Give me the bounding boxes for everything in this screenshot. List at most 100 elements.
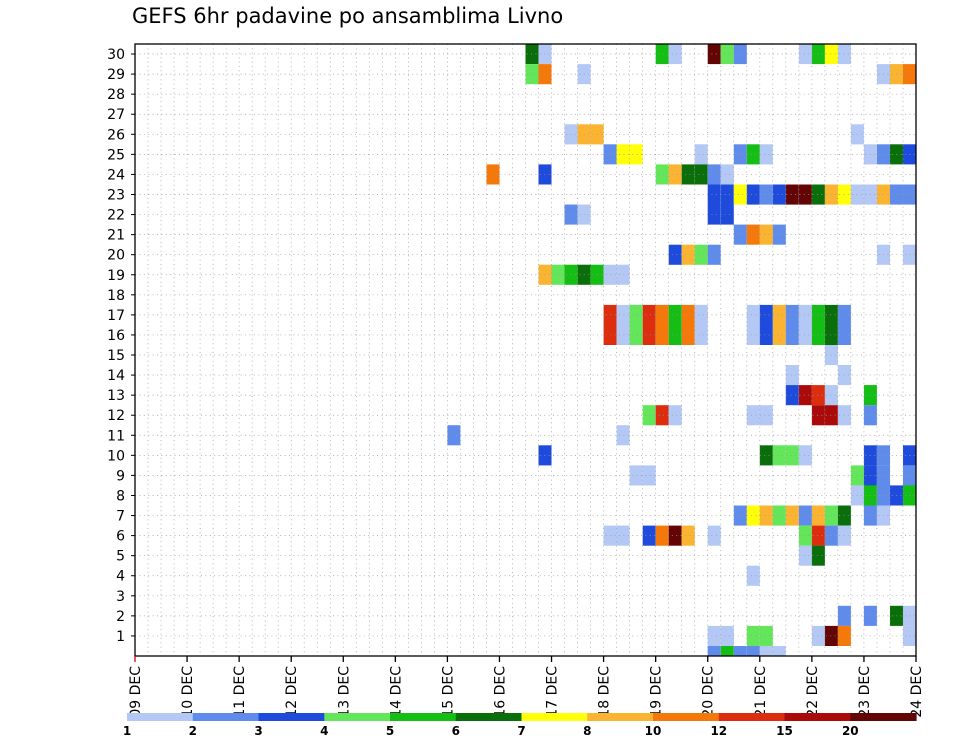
legend-swatch: [324, 713, 391, 721]
y-tick-label: 20: [107, 248, 125, 264]
y-tick-label: 3: [116, 589, 125, 605]
legend-swatch: [653, 713, 720, 721]
x-tick-label: 24 DEC: [909, 666, 925, 718]
x-tick-label: 19 DEC: [649, 666, 665, 718]
heatmap-cell: [733, 184, 747, 205]
heatmap-cell: [655, 44, 669, 65]
x-tick-label: 15 DEC: [440, 666, 456, 718]
y-tick-label: 28: [107, 87, 125, 103]
heatmap-cell: [642, 304, 656, 325]
legend-label: 6: [452, 724, 460, 738]
heatmap-cell: [824, 385, 838, 406]
heatmap-cell: [759, 505, 773, 526]
x-tick-label: 13 DEC: [336, 666, 352, 718]
legend-label: 20: [842, 724, 859, 738]
legend-swatch: [455, 713, 523, 721]
heatmap-cell: [733, 144, 747, 165]
x-tick-label: 23 DEC: [857, 666, 873, 718]
y-tick-label: 10: [107, 448, 125, 464]
heatmap-cell: [694, 164, 708, 185]
heatmap-cell: [642, 324, 656, 345]
x-tick-label: 21 DEC: [753, 666, 769, 718]
heatmap-cell: [772, 324, 786, 345]
heatmap-cell: [811, 184, 825, 205]
heatmap-cell: [759, 405, 773, 426]
heatmap-cell: [681, 324, 695, 345]
grid-layer: [135, 44, 916, 656]
legend-swatch: [192, 713, 260, 721]
y-tick-label: 19: [107, 268, 125, 284]
heatmap-cell: [603, 144, 617, 165]
heatmap-cell: [707, 244, 721, 265]
heatmap-cell: [746, 144, 760, 165]
heatmap-cell: [707, 625, 721, 646]
heatmap-cell: [720, 646, 734, 656]
heatmap-cell: [785, 304, 799, 325]
heatmap-cell: [811, 385, 825, 406]
heatmap-cell: [824, 505, 838, 526]
heatmap-cell: [824, 184, 838, 205]
heatmap-cell: [824, 345, 838, 366]
y-tick-label: 30: [107, 47, 125, 63]
heatmap-cell: [629, 144, 643, 165]
heatmap-cell: [824, 44, 838, 65]
heatmap-cell: [668, 44, 682, 65]
y-tick-label: 4: [116, 569, 125, 585]
heatmap-cell: [772, 445, 786, 466]
legend-label: 2: [189, 724, 197, 738]
y-tick-label: 5: [116, 549, 125, 565]
heatmap-cell: [707, 164, 721, 185]
heatmap-cell: [681, 164, 695, 185]
legend-label: 5: [386, 724, 394, 738]
heatmap-cell: [746, 405, 760, 426]
plot-frame: [134, 43, 917, 657]
heatmap-cell: [668, 405, 682, 426]
y-tick-label: 24: [107, 167, 125, 183]
heatmap-cell: [642, 525, 656, 546]
x-tick-label: 16 DEC: [492, 666, 508, 718]
y-tick-label: 11: [107, 428, 125, 444]
heatmap-cell: [720, 44, 734, 65]
heatmap-cell: [772, 505, 786, 526]
heatmap-cell: [655, 324, 669, 345]
heatmap-cell: [681, 525, 695, 546]
heatmap-cell: [798, 44, 812, 65]
heatmap-cell: [759, 445, 773, 466]
y-tick-label: 1: [116, 629, 125, 645]
chart-title: GEFS 6hr padavine po ansamblima Livno: [132, 4, 564, 28]
legend-swatch: [390, 713, 457, 721]
heatmap-cell: [603, 304, 617, 325]
legend-swatch: [587, 713, 654, 721]
y-axis: 1234567891011121314151617181920212223242…: [107, 47, 135, 645]
heatmap-cell: [707, 525, 721, 546]
heatmap-cell: [447, 425, 461, 446]
heatmap-cell: [616, 144, 630, 165]
legend-label: 12: [710, 724, 727, 738]
heatmap-cell: [785, 324, 799, 345]
heatmap-cell: [655, 525, 669, 546]
heatmap-cell: [811, 44, 825, 65]
heatmap-cell: [629, 465, 643, 486]
heatmap-cell: [694, 244, 708, 265]
heatmap-cell: [772, 304, 786, 325]
y-tick-label: 12: [107, 408, 125, 424]
heatmap-cell: [798, 545, 812, 566]
legend-swatch: [850, 713, 917, 721]
x-axis: 09 DEC 10 DEC 11 DEC 12 DEC 13 DEC 14 DEC 15 D…: [128, 656, 925, 718]
heatmap-cell: [785, 505, 799, 526]
heatmap-cell: [759, 184, 773, 205]
heatmap-cell: [746, 304, 760, 325]
heatmap-cell: [681, 304, 695, 325]
heatmap-cell: [616, 525, 630, 546]
y-tick-label: 6: [116, 529, 125, 545]
legend: 1 2 3 4 5 6 7 8 10 12 15 20: [123, 713, 917, 738]
heatmap-cell: [759, 304, 773, 325]
heatmap-cell: [733, 44, 747, 65]
x-tick-label: 14 DEC: [388, 666, 404, 718]
heatmap-cell: [616, 425, 630, 446]
heatmap-cell: [785, 445, 799, 466]
heatmap-cell: [668, 164, 682, 185]
y-tick-label: 21: [107, 228, 125, 244]
heatmap-cell: [616, 304, 630, 325]
